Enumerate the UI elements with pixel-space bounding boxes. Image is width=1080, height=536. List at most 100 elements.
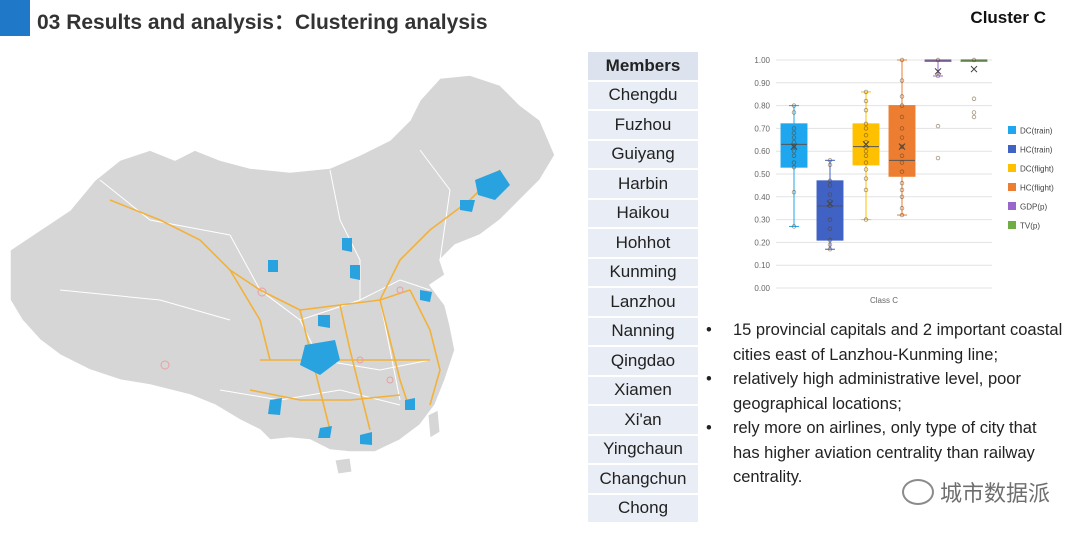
legend-swatch [1008, 164, 1016, 172]
data-point [791, 144, 797, 149]
bullet-item: • 15 provincial capitals and 2 important … [706, 321, 1063, 364]
data-point [899, 194, 905, 199]
x-tick-label: Class C [870, 296, 898, 305]
mean-marker [862, 141, 870, 148]
member-item: Fuzhou [588, 111, 698, 139]
member-item: Lanzhou [588, 288, 698, 316]
legend-label: GDP(p) [1020, 203, 1047, 212]
data-point [899, 180, 905, 186]
data-point [899, 169, 905, 174]
data-point [827, 178, 833, 184]
y-tick-label: 0.80 [754, 102, 770, 111]
legend-swatch [1008, 145, 1016, 153]
box [852, 123, 880, 166]
data-point [791, 139, 797, 145]
data-point [863, 167, 869, 172]
member-item: Yingchaun [588, 435, 698, 463]
data-point [863, 126, 869, 131]
member-item: Qingdao [588, 347, 698, 375]
watermark: 城市数据派 [901, 476, 1050, 508]
member-item: Harbin [588, 170, 698, 198]
china-map [9, 74, 556, 475]
member-item: Hohhot [588, 229, 698, 257]
city-markers [160, 286, 404, 384]
data-point [827, 242, 833, 247]
cluster-c-highlights [268, 170, 510, 445]
members-header: Members [588, 52, 698, 80]
data-point [899, 187, 905, 193]
mean-marker [934, 68, 942, 75]
data-point [935, 73, 941, 79]
box [816, 180, 844, 241]
data-point [971, 57, 977, 63]
legend-swatch [1008, 183, 1016, 191]
data-point [899, 205, 905, 211]
member-item: Chong [588, 494, 698, 522]
data-point [863, 187, 869, 193]
data-point [827, 183, 833, 188]
legend-label: TV(p) [1020, 222, 1040, 231]
data-point [899, 160, 905, 165]
data-point [827, 247, 833, 252]
data-point [899, 135, 905, 140]
rail-network [109, 169, 501, 431]
bullet-item: • rely more on airlines, only type of cit… [706, 419, 1037, 486]
legend-swatch [1008, 202, 1016, 210]
page-title: 03 Results and analysis：Clustering analy… [37, 11, 488, 34]
mean-marker [790, 143, 798, 150]
data-point [899, 114, 905, 120]
y-tick-label: 0.10 [754, 261, 770, 270]
member-item: Chengdu [588, 81, 698, 109]
y-tick-label: 0.20 [754, 238, 770, 247]
mean-marker [970, 65, 978, 73]
legend-swatch [1008, 221, 1016, 229]
cluster-label: Cluster C [970, 8, 1046, 27]
data-point [863, 160, 869, 165]
y-tick-label: 0.70 [754, 124, 770, 133]
data-point [863, 121, 869, 127]
data-point [863, 217, 869, 222]
y-tick-label: 0.90 [754, 79, 770, 88]
box [888, 105, 916, 177]
data-point [899, 57, 905, 63]
legend-label: HC(train) [1020, 146, 1053, 155]
data-point [791, 160, 797, 165]
data-point [863, 107, 869, 113]
y-tick-label: 0.00 [754, 284, 770, 293]
member-item: Changchun [588, 465, 698, 493]
mean-marker [898, 143, 906, 150]
legend-label: DC(flight) [1020, 165, 1054, 174]
member-item: Guiyang [588, 140, 698, 168]
wechat-icon [901, 479, 934, 505]
y-tick-label: 0.40 [754, 193, 770, 202]
data-point [827, 237, 833, 243]
legend-label: HC(flight) [1020, 184, 1054, 193]
title-accent-bar [0, 0, 30, 36]
data-point [791, 224, 797, 229]
data-point [971, 114, 977, 120]
data-point [971, 96, 977, 101]
data-point [935, 57, 941, 63]
bullet-item: • relatively high administrative level, … [706, 370, 1021, 413]
data-point [827, 226, 833, 231]
analysis-bullets: • 15 provincial capitals and 2 important … [706, 318, 1066, 490]
y-tick-label: 0.50 [754, 170, 770, 179]
legend-label: DC(train) [1020, 127, 1053, 136]
data-point [899, 153, 905, 158]
data-point [899, 78, 905, 83]
data-point [863, 133, 869, 138]
watermark-text: 城市数据派 [939, 481, 1050, 506]
data-point [791, 103, 797, 108]
member-item: Kunming [588, 258, 698, 286]
data-point [791, 148, 797, 154]
legend-swatch [1008, 126, 1016, 134]
data-point [827, 158, 833, 163]
data-point [791, 164, 797, 170]
data-point [971, 110, 977, 115]
member-item: Xi'an [588, 406, 698, 434]
data-point [827, 192, 833, 197]
members-table: Members Chengdu Fuzhou Guiyang Harbin Ha… [588, 52, 698, 524]
member-item: Xiamen [588, 376, 698, 404]
data-point [863, 148, 869, 154]
data-point [791, 126, 797, 131]
